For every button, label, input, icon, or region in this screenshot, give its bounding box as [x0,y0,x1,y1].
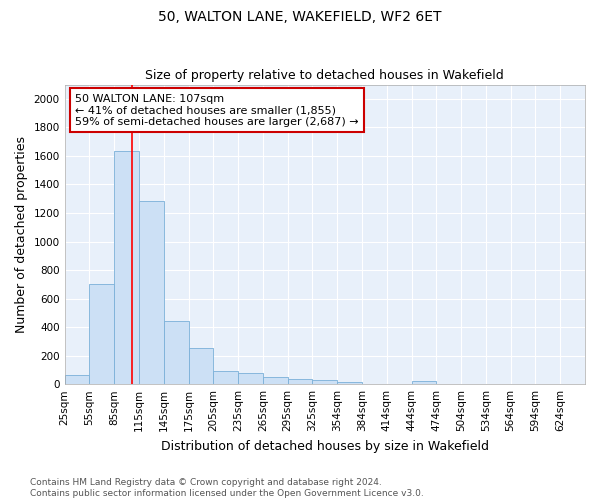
Bar [65,375,89,384]
Title: Size of property relative to detached houses in Wakefield: Size of property relative to detached ho… [145,69,504,82]
X-axis label: Distribution of detached houses by size in Wakefield: Distribution of detached houses by size … [161,440,489,452]
Text: Contains HM Land Registry data © Crown copyright and database right 2024.
Contai: Contains HM Land Registry data © Crown c… [30,478,424,498]
Bar [89,284,114,384]
Bar [412,382,436,384]
Bar [188,348,214,384]
Text: 50 WALTON LANE: 107sqm
← 41% of detached houses are smaller (1,855)
59% of semi-: 50 WALTON LANE: 107sqm ← 41% of detached… [75,94,359,126]
Bar [313,380,337,384]
Bar [287,379,313,384]
Text: 50, WALTON LANE, WAKEFIELD, WF2 6ET: 50, WALTON LANE, WAKEFIELD, WF2 6ET [158,10,442,24]
Bar [139,201,164,384]
Bar [114,151,139,384]
Bar [238,373,263,384]
Y-axis label: Number of detached properties: Number of detached properties [15,136,28,333]
Bar [164,322,188,384]
Bar [263,377,287,384]
Bar [214,372,238,384]
Bar [337,382,362,384]
